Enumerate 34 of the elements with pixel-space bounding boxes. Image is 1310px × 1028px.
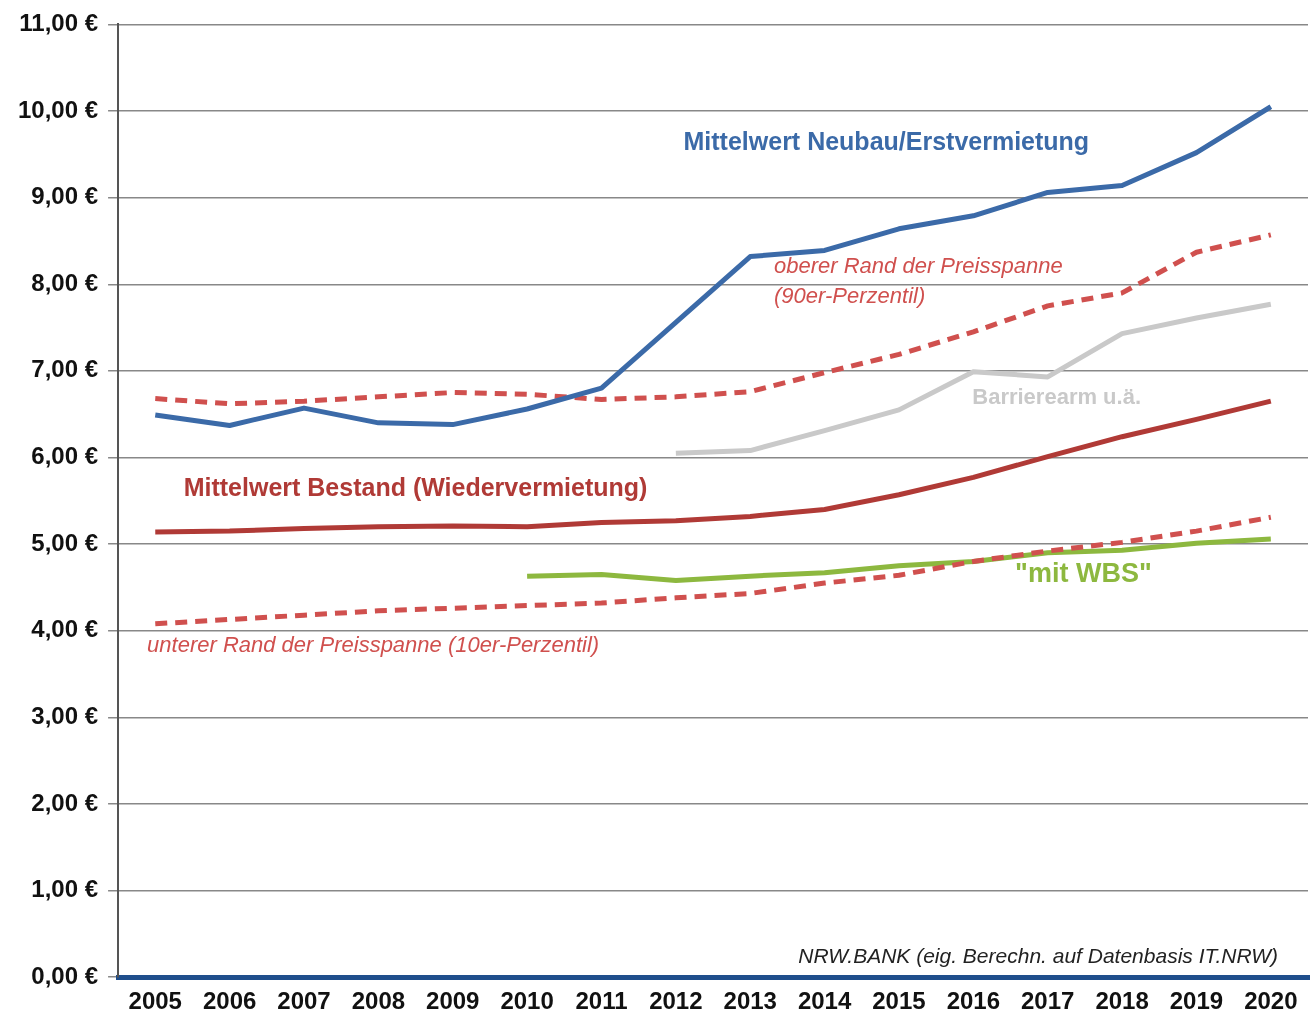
y-tick-label: 9,00 € [31, 182, 99, 210]
y-tick-label: 5,00 € [31, 528, 99, 556]
series-label: "mit WBS" [1015, 557, 1152, 588]
series-label: oberer Rand der Preisspanne (90er-Perzentil) [774, 253, 1063, 309]
y-tick-label: 4,00 € [31, 615, 99, 643]
series-label: Mittelwert Bestand (Wiedervermietung) [183, 473, 648, 502]
y-tick-label: 8,00 € [31, 268, 99, 296]
x-tick-label: 2008 [351, 987, 406, 1015]
x-tick-label: 2015 [872, 987, 926, 1015]
y-tick-label: 3,00 € [31, 701, 99, 729]
y-tick-label: 10,00 € [18, 95, 99, 123]
x-tick-label: 2018 [1095, 987, 1149, 1015]
y-tick-label: 6,00 € [31, 442, 99, 470]
annotation: NRW.BANK (eig. Berechn. auf Datenbasis IT.NRW) [798, 944, 1278, 968]
series-label: unterer Rand der Preisspanne (10er-Perzentil) [147, 632, 600, 658]
y-tick-label: 0,00 € [31, 961, 99, 989]
y-tick-label: 2,00 € [31, 788, 99, 816]
x-tick-label: 2016 [946, 987, 1001, 1015]
x-tick-label: 2005 [128, 987, 182, 1015]
x-tick-label: 2006 [202, 987, 257, 1015]
y-tick-label: 1,00 € [31, 875, 99, 903]
series-label: Mittelwert Neubau/Erstvermietung [683, 126, 1090, 155]
x-tick-label: 2009 [426, 987, 480, 1015]
x-tick-label: 2010 [500, 987, 554, 1015]
x-tick-label: 2019 [1169, 987, 1224, 1015]
y-tick-label: 11,00 € [19, 9, 99, 37]
x-tick-label: 2013 [723, 987, 777, 1015]
x-tick-label: 2014 [797, 987, 852, 1015]
x-tick-label: 2020 [1244, 987, 1298, 1015]
x-tick-label: 2012 [649, 987, 703, 1015]
y-tick-label: 7,00 € [31, 355, 99, 383]
x-tick-label: 2017 [1021, 987, 1075, 1015]
x-tick-label: 2011 [575, 987, 628, 1015]
x-tick-label: 2007 [277, 987, 331, 1015]
